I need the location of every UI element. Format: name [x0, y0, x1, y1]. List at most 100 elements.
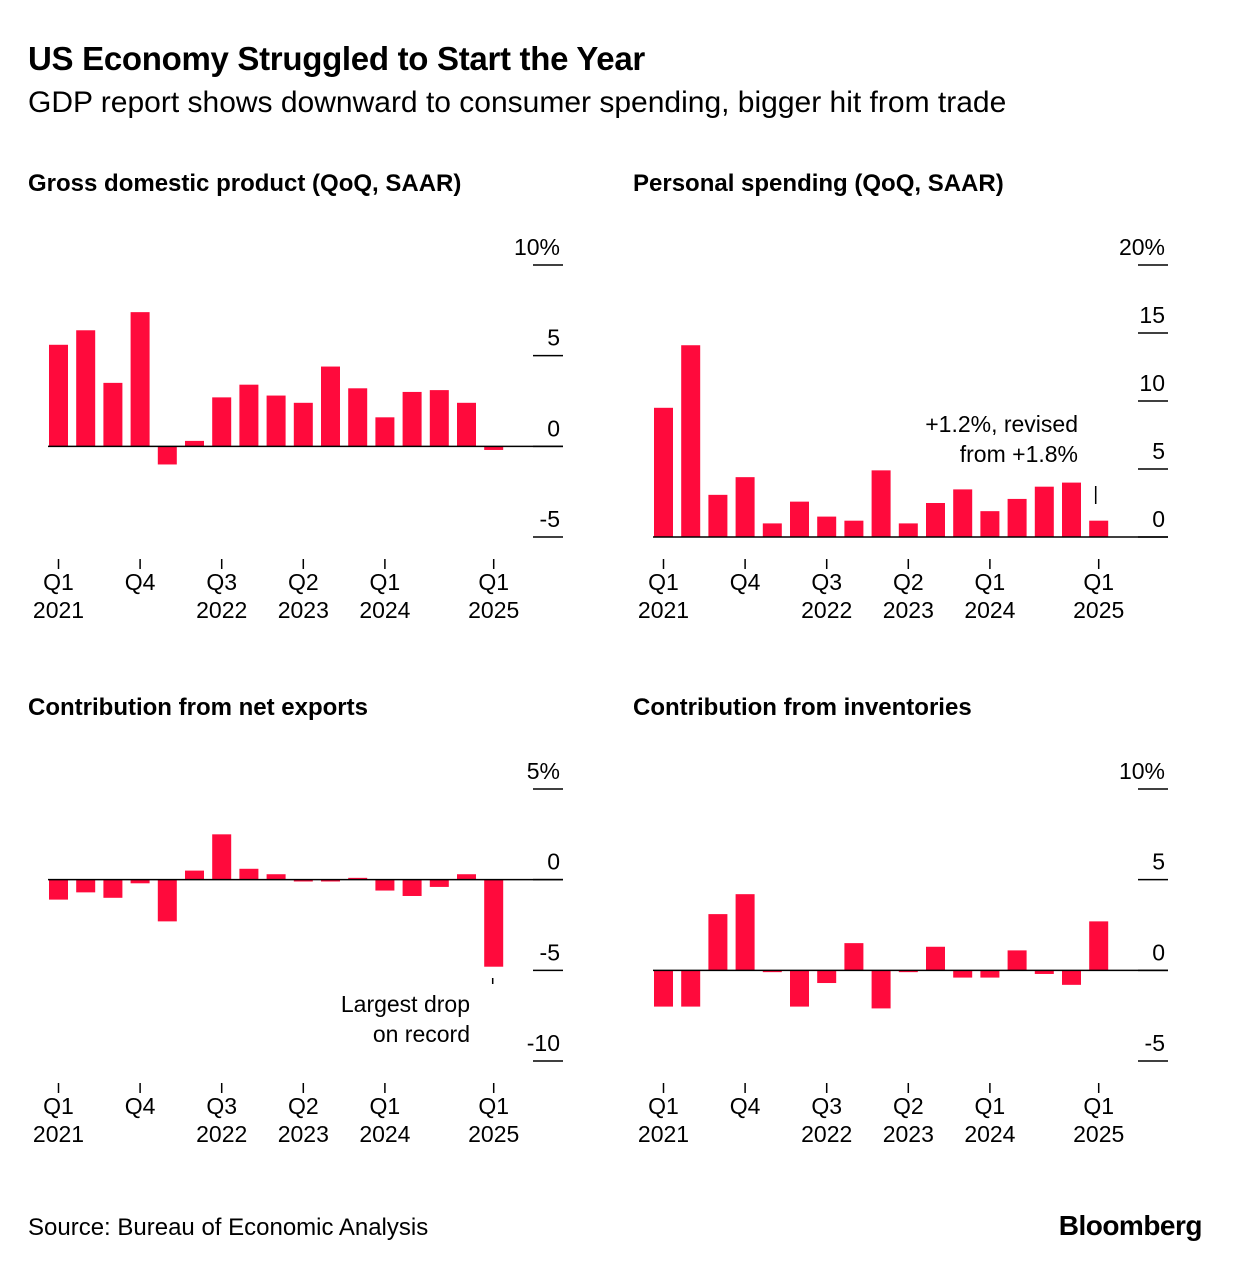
- y-tick-label: 5: [1152, 849, 1165, 875]
- bar: [790, 501, 809, 537]
- bar: [1062, 482, 1081, 537]
- bar: [654, 407, 673, 537]
- y-tick-label: 0: [547, 415, 560, 441]
- x-tick-label-year: 2022: [196, 1121, 247, 1147]
- bar: [266, 874, 286, 880]
- bar: [293, 879, 313, 882]
- bar: [681, 970, 701, 1007]
- bar: [321, 879, 340, 882]
- bar: [953, 489, 973, 537]
- bar: [375, 417, 395, 447]
- bar: [185, 870, 204, 880]
- annotation-text: on record: [373, 1021, 470, 1047]
- bar: [898, 523, 918, 537]
- source-note: Source: Bureau of Economic Analysis: [28, 1214, 429, 1241]
- x-tick-label-quarter: Q1: [975, 1093, 1006, 1119]
- bar: [871, 470, 891, 537]
- bar: [76, 879, 96, 893]
- chart-panel-inventories: Contribution from inventories 10% 5 0 -5 Q1 2…: [633, 694, 1233, 1164]
- x-tick-label-year: 2021: [33, 1121, 84, 1147]
- x-tick-label-quarter: Q3: [206, 569, 237, 595]
- bar: [103, 879, 123, 898]
- bar: [898, 970, 918, 973]
- x-tick-label-year: 2021: [638, 1121, 689, 1147]
- x-tick-label-quarter: Q1: [478, 1093, 509, 1119]
- x-tick-label-quarter: Q4: [730, 569, 761, 595]
- annotation-text: from +1.8%: [960, 441, 1078, 467]
- bar: [293, 402, 313, 447]
- chart-panel-personal-spending: Personal spending (QoQ, SAAR) 20% 15 10 5 0 Q…: [633, 170, 1233, 640]
- x-tick-label-year: 2022: [196, 597, 247, 623]
- y-tick-label: -5: [1145, 1030, 1165, 1056]
- x-tick-label-quarter: Q3: [811, 569, 842, 595]
- bar: [735, 894, 755, 971]
- x-tick-label-year: 2024: [964, 597, 1015, 623]
- x-tick-label-quarter: Q1: [43, 1093, 74, 1119]
- bar: [980, 511, 1000, 537]
- bar: [953, 970, 973, 978]
- y-tick-label: -5: [540, 939, 560, 965]
- annotation-text: +1.2%, revised: [925, 411, 1078, 437]
- y-tick-label: 5%: [527, 758, 560, 784]
- x-tick-label-year: 2023: [278, 1121, 329, 1147]
- x-tick-label-year: 2022: [801, 1121, 852, 1147]
- bar: [212, 397, 232, 447]
- chart-title: Personal spending (QoQ, SAAR): [633, 170, 1004, 197]
- bar: [762, 523, 782, 537]
- x-tick-label-quarter: Q1: [648, 569, 679, 595]
- bar: [429, 879, 449, 887]
- bar: [980, 970, 1000, 978]
- x-tick-label-year: 2024: [964, 1121, 1015, 1147]
- bar: [926, 946, 945, 971]
- bar: [49, 344, 68, 447]
- x-tick-label-quarter: Q3: [811, 1093, 842, 1119]
- bar: [130, 879, 150, 884]
- bar: [1007, 950, 1027, 971]
- bar: [762, 970, 782, 973]
- y-tick-label: 10%: [1119, 758, 1165, 784]
- bar: [375, 879, 395, 891]
- y-tick-label: 0: [1152, 939, 1165, 965]
- x-tick-label-quarter: Q4: [730, 1093, 761, 1119]
- bar: [76, 330, 96, 447]
- bar: [185, 440, 204, 447]
- x-tick-label-year: 2021: [33, 597, 84, 623]
- x-tick-label-year: 2025: [1073, 597, 1124, 623]
- x-tick-label-quarter: Q1: [975, 569, 1006, 595]
- x-tick-label-year: 2023: [883, 597, 934, 623]
- bar: [1062, 970, 1081, 985]
- page-title: US Economy Struggled to Start the Year: [28, 40, 645, 77]
- bar: [1034, 970, 1054, 974]
- x-tick-label-year: 2025: [468, 597, 519, 623]
- x-tick-label-quarter: Q4: [125, 1093, 156, 1119]
- chart-title: Contribution from net exports: [28, 694, 368, 721]
- bar: [681, 345, 701, 537]
- x-tick-label-quarter: Q1: [478, 569, 509, 595]
- bar: [239, 384, 259, 447]
- chart-title: Contribution from inventories: [633, 694, 972, 721]
- bar: [266, 395, 286, 447]
- bar: [239, 868, 259, 880]
- x-tick-label-quarter: Q2: [893, 569, 924, 595]
- y-tick-label: -10: [527, 1030, 560, 1056]
- x-tick-label-quarter: Q1: [43, 569, 74, 595]
- bar: [844, 520, 864, 537]
- bar: [457, 874, 476, 880]
- x-tick-label-year: 2025: [468, 1121, 519, 1147]
- bar: [212, 834, 232, 880]
- bar: [484, 879, 504, 967]
- bar: [1089, 520, 1109, 537]
- x-tick-label-quarter: Q1: [370, 569, 401, 595]
- bar: [817, 970, 837, 984]
- bar: [402, 391, 422, 447]
- bar: [844, 943, 864, 971]
- x-tick-label-quarter: Q1: [370, 1093, 401, 1119]
- chart-title: Gross domestic product (QoQ, SAAR): [28, 170, 462, 197]
- bar: [157, 446, 177, 465]
- bar: [817, 516, 837, 537]
- y-tick-label: 20%: [1119, 234, 1165, 260]
- x-tick-label-year: 2023: [883, 1121, 934, 1147]
